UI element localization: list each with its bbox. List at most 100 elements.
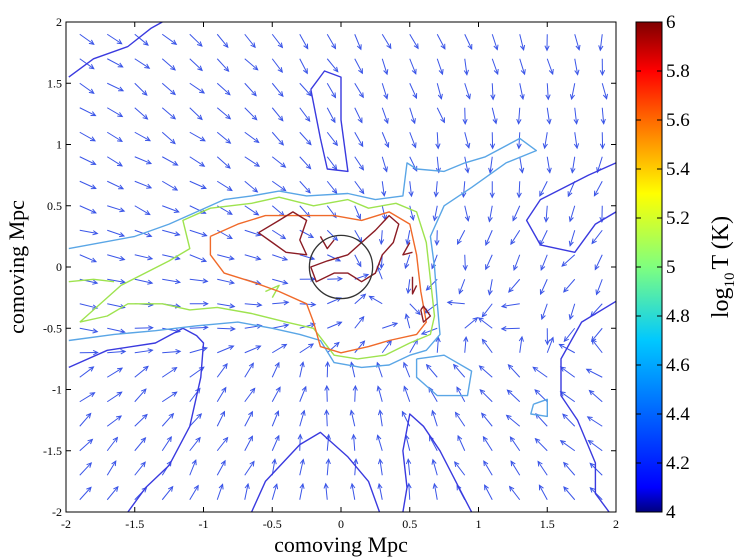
colorbar-tick-label: 4.8 [666,306,690,327]
velocity-arrow-shaft [134,461,146,476]
velocity-arrow-head [383,93,389,100]
velocity-arrow-head [90,257,98,263]
velocity-arrow-shaft [510,229,521,245]
velocity-arrow-shaft [491,83,494,100]
velocity-arrow-shaft [299,323,316,329]
velocity-arrow-shaft [351,483,356,500]
velocity-arrow-head [359,340,366,347]
velocity-arrow-shaft [107,350,126,354]
velocity-arrow-shaft [589,462,603,476]
velocity-arrow-head [488,167,494,174]
velocity-arrow-shaft [436,107,445,123]
velocity-arrow-head [337,276,344,282]
velocity-arrow-head [172,185,179,191]
velocity-arrow-head [561,261,568,267]
velocity-arrow-head [195,436,201,443]
velocity-arrow-shaft [299,131,312,145]
velocity-arrow-shaft [535,413,548,427]
velocity-arrow-head [464,167,470,174]
velocity-arrow-head [170,65,176,71]
velocity-arrow-head [280,162,287,168]
velocity-arrow-shaft [79,366,94,378]
velocity-arrow-shaft [244,461,255,476]
velocity-arrow-shaft [519,156,523,173]
velocity-arrow-shaft [464,317,478,329]
velocity-arrow-head [202,278,209,284]
velocity-arrow-shaft [590,303,603,317]
velocity-arrow-shaft [134,33,149,46]
velocity-arrow-head [140,461,146,468]
velocity-arrow-shaft [244,107,258,121]
velocity-arrow-head [405,288,412,295]
velocity-arrow-shaft [79,303,98,309]
velocity-arrow-head [440,43,446,50]
velocity-arrow-head [435,336,441,343]
velocity-arrow-head [405,458,412,465]
colorbar-title: log10 T (K) [708,216,738,318]
velocity-arrow-head [516,118,522,125]
velocity-arrow-shaft [453,364,466,378]
velocity-arrow-shaft [106,437,118,452]
velocity-arrow-shaft [299,386,307,402]
velocity-arrow-shaft [79,229,98,235]
velocity-arrow-shaft [457,435,466,451]
velocity-arrow-shaft [381,107,389,124]
velocity-arrow-head [358,92,364,99]
velocity-arrow-shaft [107,254,125,261]
velocity-arrow-shaft [594,254,603,270]
velocity-arrow-shaft [271,411,279,427]
velocity-arrow-shaft [216,460,226,476]
velocity-arrow-shaft [501,303,520,307]
velocity-arrow-head [119,232,126,238]
velocity-arrow-shaft [107,180,124,190]
velocity-arrow-head [537,460,543,467]
velocity-arrow-shaft [544,132,548,149]
velocity-arrow-shaft [189,156,205,167]
velocity-arrow-head [490,94,496,101]
velocity-arrow-head [310,301,317,308]
velocity-arrow-shaft [354,82,364,98]
velocity-arrow-shaft [106,156,123,167]
velocity-arrow-shaft [244,411,253,427]
velocity-arrow-head [283,300,290,306]
velocity-arrow-shaft [134,205,151,215]
velocity-arrow-head [599,69,606,76]
velocity-arrow-shaft [563,278,576,293]
velocity-arrow-head [357,117,363,124]
velocity-arrow-head [141,388,147,395]
velocity-arrow-shaft [299,229,314,238]
velocity-arrow-shaft [535,438,548,452]
velocity-arrow-shaft [350,362,356,378]
velocity-arrow-head [482,435,488,442]
velocity-arrow-shaft [601,83,608,99]
velocity-arrow-head [283,323,290,329]
velocity-arrow-shaft [464,58,468,75]
velocity-arrow-shaft [574,107,578,124]
velocity-arrow-shaft [271,156,286,168]
velocity-arrow-head [510,239,516,246]
velocity-arrow-shaft [299,156,311,169]
velocity-arrow-head [277,67,283,74]
velocity-arrow-head [308,343,315,349]
velocity-arrow-head [598,45,604,52]
velocity-arrow-head [575,44,581,51]
contour-line-5-9 [420,305,432,323]
y-tick-label: 0.5 [47,199,62,213]
velocity-arrow-shaft [189,229,207,237]
velocity-arrow-shaft [244,388,256,403]
velocity-arrow-head [350,482,356,489]
velocity-arrow-head [196,413,203,419]
velocity-arrow-shaft [562,413,576,427]
velocity-arrow-head [170,89,176,96]
velocity-arrow-shaft [408,483,411,500]
velocity-arrow-shaft [79,107,96,117]
velocity-arrow-head [201,231,208,237]
velocity-arrow-shaft [216,437,228,452]
x-tick-label: -2 [61,517,71,531]
velocity-arrow-shaft [79,33,95,45]
velocity-arrow-head [222,436,229,443]
velocity-arrow-shaft [403,386,411,402]
colorbar-tick-label: 4.6 [666,355,690,376]
velocity-arrow-head [228,279,236,285]
velocity-arrow-shaft [381,83,388,99]
